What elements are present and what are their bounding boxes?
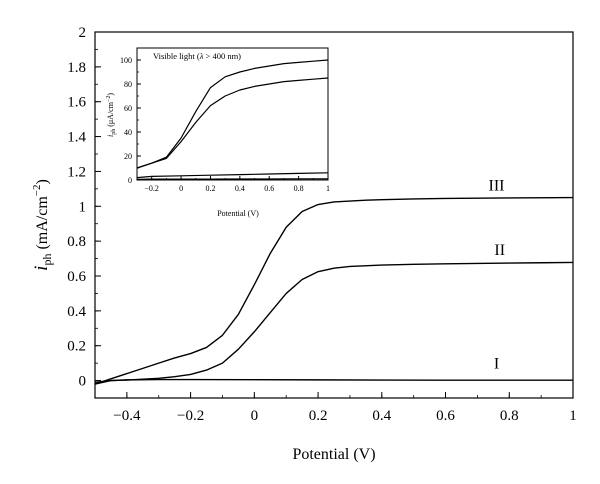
inset-y-tick-label: 60 [124,104,132,113]
inset-x-tick-label: −0.2 [144,184,159,193]
main-y-axis-close: ) [34,179,51,184]
main-y-axis-symbol: i [31,266,52,271]
inset-x-tick-label: 0.4 [235,184,245,193]
main-plot-frame [94,31,574,399]
inset-title-text: Visible light ( [153,51,200,61]
inset-series-line-4 [136,178,328,180]
inset-x-axis-title: Potential (V) [217,209,259,218]
inset-x-tick-label: 0.6 [264,184,274,193]
main-y-tick-label: 0 [79,374,87,390]
main-x-tick-label: 0 [251,408,259,424]
inset-series-line-2 [136,59,329,169]
inset-title-rest: > 400 nm) [203,51,241,61]
main-y-axis-unit: (mA/cm [34,196,51,254]
main-y-tick-label: 1.6 [67,95,86,111]
main-x-axis-title: Potential (V) [292,446,375,463]
inset-x-tick-label: 0.8 [294,184,304,193]
main-x-tick-label: 0.8 [500,408,519,424]
inset-series-line-3 [136,172,329,179]
main-x-tick-label: −0.2 [177,408,204,424]
inset-y-tick-label: 20 [124,152,132,161]
inset-y-axis-subscript: ph [111,129,117,135]
inset-y-axis-unit: (μA/cm [106,101,115,129]
main-y-tick-label: 1.8 [67,60,86,76]
inset-y-axis-close: ) [106,93,115,96]
inset-plot: −0.2 0 0.2 0.4 0.6 0.8 1 0 20 40 60 80 100 Visible l… [106,47,330,218]
curve-label-i: I [494,355,499,372]
inset-series-line-1 [136,77,329,169]
main-y-tick-label: 0.8 [67,234,86,250]
main-series-line-2 [94,261,574,384]
inset-plot-frame [136,47,329,181]
main-series-line-3 [94,196,574,385]
main-x-tick-label: 0.4 [372,408,391,424]
main-y-tick-label: 0.2 [67,339,86,355]
main-y-tick-label: 1.2 [67,164,86,180]
inset-y-axis-title: iph (μA/cm−2) [106,93,117,137]
main-x-tick-label: 1 [569,408,577,424]
main-y-tick-label: 2 [79,25,87,41]
inset-y-tick-label: 80 [124,80,132,89]
main-y-axis-subscript: ph [40,254,54,266]
inset-x-tick-label: 1 [326,184,330,193]
main-ticks: −0.4 −0.2 0 0.2 0.4 0.6 0.8 1 0 0.2 0.4 0.6 0.8 1 1.2 1… [67,25,577,424]
main-y-tick-label: 1.4 [67,130,86,146]
inset-y-tick-label: 40 [124,128,132,137]
inset-title: Visible light (λ > 400 nm) [153,51,241,61]
inset-y-tick-label: 0 [128,176,132,185]
curve-label-iii: III [489,178,505,195]
inset-x-tick-label: 0.2 [205,184,215,193]
main-y-tick-label: 0.6 [67,269,86,285]
curve-label-ii: II [494,242,505,259]
main-y-tick-label: 1 [79,199,87,215]
main-y-tick-label: 0.4 [67,304,86,320]
main-x-tick-label: 0.6 [436,408,455,424]
main-x-tick-label: −0.4 [113,408,141,424]
main-y-axis-superscript: −2 [31,185,43,197]
main-series-group [94,196,574,385]
inset-series-group [136,59,329,180]
main-y-axis-title: iph (mA/cm−2) [31,179,54,271]
inset-y-axis-superscript: −2 [106,96,112,102]
inset-x-tick-label: 0 [179,184,183,193]
inset-y-axis-symbol: i [106,135,115,137]
inset-title-lambda: λ [199,51,204,61]
inset-y-tick-label: 100 [120,56,132,65]
main-x-tick-label: 0.2 [309,408,328,424]
main-plot: −0.4 −0.2 0 0.2 0.4 0.6 0.8 1 0 0.2 0.4 0.6 0.8 1 1.2 1… [31,25,577,463]
